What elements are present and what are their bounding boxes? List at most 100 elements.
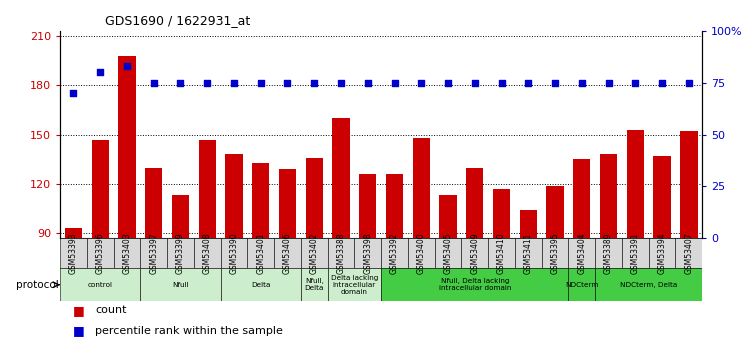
Point [629,80,641,86]
Text: GSM53396: GSM53396 [95,233,104,274]
Bar [600,154,617,345]
Point [94,70,106,75]
Text: GSM53398: GSM53398 [363,233,372,274]
Text: count: count [95,305,127,315]
Text: GSM53391: GSM53391 [631,233,640,274]
Point [255,80,267,86]
Bar [279,169,296,345]
Bar [520,210,537,345]
Text: Nfull,
Delta: Nfull, Delta [305,278,324,291]
Text: GSM53397: GSM53397 [149,233,158,274]
Bar [382,268,569,301]
Text: GSM53401: GSM53401 [256,233,265,274]
Bar [140,238,167,268]
Bar [649,238,675,268]
Point [228,80,240,86]
Bar [327,238,354,268]
Point [201,80,213,86]
Text: GSM53402: GSM53402 [309,233,318,274]
Text: GSM53394: GSM53394 [658,233,667,274]
Point [282,80,294,86]
Bar [435,238,461,268]
Bar [596,238,622,268]
Point [683,80,695,86]
Text: GSM53404: GSM53404 [578,233,587,274]
Bar [653,156,671,345]
Bar [172,196,189,345]
Text: GSM53399: GSM53399 [176,233,185,274]
Text: NDCterm, Delta: NDCterm, Delta [620,282,677,288]
Bar [382,238,408,268]
Bar [541,238,569,268]
Text: protocol: protocol [16,280,59,290]
Text: control: control [88,282,113,288]
Text: GSM53408: GSM53408 [203,233,212,274]
Text: ■: ■ [73,304,85,317]
Text: GSM53403: GSM53403 [122,233,131,274]
Point [174,80,186,86]
Bar [221,238,247,268]
Bar [113,238,140,268]
Bar [198,140,216,345]
Point [469,80,481,86]
Bar [596,268,702,301]
Bar [145,168,162,345]
Text: ■: ■ [73,324,85,337]
Bar [569,268,596,301]
Point [68,90,80,96]
Bar [92,140,109,345]
Bar [306,158,323,345]
Text: GSM53400: GSM53400 [417,233,426,274]
Bar [546,186,564,345]
Bar [167,238,194,268]
Bar [301,268,327,301]
Text: Delta lacking
intracellular
domain: Delta lacking intracellular domain [330,275,378,295]
Point [602,80,614,86]
Bar [140,268,221,301]
Bar [65,228,82,345]
Bar [493,189,510,345]
Bar [332,118,350,345]
Bar [622,238,649,268]
Point [415,80,427,86]
Bar [247,238,274,268]
Bar [461,238,488,268]
Bar [327,268,382,301]
Text: NDCterm: NDCterm [565,282,599,288]
Bar [412,138,430,345]
Point [148,80,160,86]
Bar [118,56,136,345]
Text: GSM53411: GSM53411 [523,233,532,274]
Text: GSM53392: GSM53392 [390,233,399,274]
Bar [488,238,515,268]
Point [576,80,588,86]
Text: GSM53405: GSM53405 [444,233,453,274]
Text: GSM53389: GSM53389 [604,233,613,274]
Text: GSM53388: GSM53388 [336,233,345,274]
Text: GSM53410: GSM53410 [497,233,506,274]
Bar [626,130,644,345]
Text: Delta: Delta [251,282,270,288]
Point [549,80,561,86]
Text: Nfull: Nfull [172,282,189,288]
Bar [569,238,596,268]
Point [335,80,347,86]
Bar [225,154,243,345]
Bar [386,174,403,345]
Bar [87,238,113,268]
Point [442,80,454,86]
Bar [60,238,87,268]
Bar [354,238,381,268]
Bar [252,162,270,345]
Text: GSM53393: GSM53393 [69,233,78,274]
Text: GSM53390: GSM53390 [230,233,239,274]
Bar [274,238,301,268]
Text: percentile rank within the sample: percentile rank within the sample [95,326,283,336]
Bar [466,168,484,345]
Bar [60,268,140,301]
Bar [301,238,327,268]
Point [362,80,374,86]
Bar [359,174,376,345]
Point [522,80,534,86]
Text: GSM53407: GSM53407 [684,233,693,274]
